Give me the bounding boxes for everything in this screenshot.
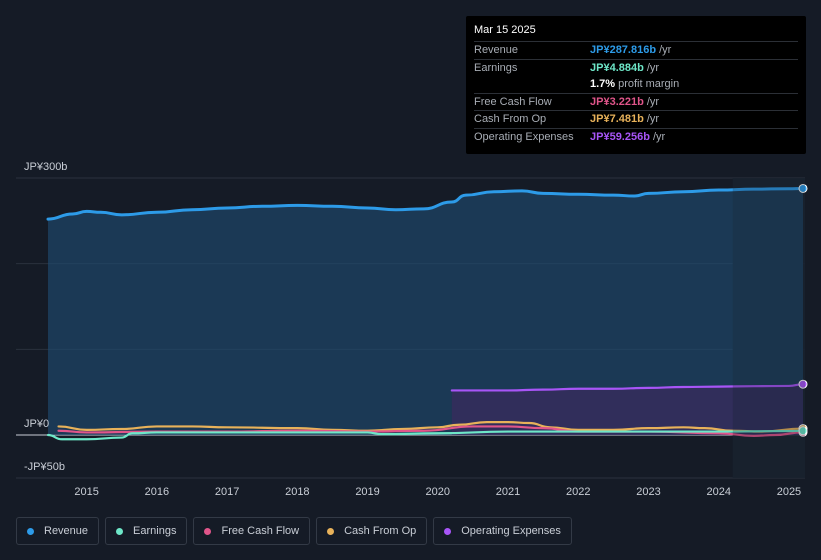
tooltip-row-label: Cash From Op [474,113,547,126]
revenue-area [48,188,803,435]
tooltip-row-unit: /yr [646,95,660,108]
operating-expenses-area [451,384,803,435]
x-tick-label: 2020 [426,486,450,498]
operating-expenses-end-marker [798,379,808,389]
tooltip-row-unit: profit margin [618,78,680,91]
tooltip-row-label: Operating Expenses [474,130,574,143]
tooltip-row-label: Free Cash Flow [474,95,552,108]
tooltip-row-value: JP¥7.481b [590,113,644,126]
x-tick-label: 2025 [777,486,801,498]
legend-dot-icon [27,527,34,535]
tooltip-row-value: JP¥3.221b [590,95,644,108]
tooltip-row-unit: /yr [646,61,660,74]
tooltip-row-value: JP¥59.256b [590,130,650,143]
y-tick-label: JP¥0 [24,418,49,430]
forecast-overlay [732,178,805,478]
tooltip-row: Free Cash Flow JP¥3.221b/yr [474,92,798,111]
tooltip-date: Mar 15 2025 [474,24,536,36]
legend-label: Operating Expenses [461,525,561,537]
tooltip-row: Earnings JP¥4.884b/yr [474,58,798,77]
x-tick-label: 2019 [355,486,379,498]
x-tick-label: 2022 [566,486,590,498]
tooltip-panel: Mar 15 2025 Revenue JP¥287.816b/yr Earning… [466,16,806,154]
legend-item-earnings[interactable]: Earnings [105,517,188,545]
x-tick-label: 2023 [636,486,660,498]
legend-dot-icon [327,527,335,535]
legend: Revenue Earnings Free Cash Flow Cash From O… [16,517,572,545]
revenue-line [46,186,805,221]
operating-expenses-line [450,383,805,392]
legend-dot-icon [116,527,124,535]
x-tick-label: 2015 [74,486,98,498]
x-tick-label: 2016 [145,486,169,498]
tooltip-row-value: JP¥287.816b [590,44,657,57]
x-tick-label: 2024 [706,486,730,498]
revenue-end-marker [798,183,808,193]
tooltip-row-unit: /yr [659,44,672,57]
tooltip-row-label: Earnings [474,61,518,74]
legend-label: Earnings [133,525,177,537]
x-tick-label: 2018 [285,486,309,498]
tooltip-row-label: Revenue [474,44,519,57]
legend-dot-icon [444,527,452,535]
legend-label: Revenue [44,525,89,537]
tooltip-row-value: JP¥4.884b [590,61,644,74]
cash-from-op-line [57,421,805,433]
tooltip-row: 1.7% profit margin [474,76,798,93]
legend-label: Free Cash Flow [221,525,300,537]
earnings-end-marker [798,426,808,436]
y-tick-label: JP¥300b [24,161,67,173]
x-tick-label: 2021 [496,486,520,498]
tooltip-row-unit: /yr [646,113,660,126]
chart-canvas: JP¥300b JP¥0 -JP¥50b 2015 2016 2017 2018 2019 20… [16,161,808,498]
legend-label: Cash From Op [344,525,417,537]
tooltip-row: Cash From Op JP¥7.481b/yr [474,110,798,128]
legend-item-revenue[interactable]: Revenue [16,517,100,545]
legend-item-free-cash-flow[interactable]: Free Cash Flow [193,517,311,545]
x-tick-label: 2017 [215,486,239,498]
tooltip-row-value: 1.7% [590,78,616,91]
tooltip-row: Revenue JP¥287.816b/yr [474,41,798,59]
legend-item-cash-from-op[interactable]: Cash From Op [316,517,428,545]
tooltip-row-unit: /yr [652,130,666,143]
legend-dot-icon [204,527,212,535]
earnings-line [46,429,805,441]
y-tick-label: -JP¥50b [24,461,65,473]
legend-item-operating-expenses[interactable]: Operating Expenses [433,517,572,545]
tooltip-row: Operating Expenses JP¥59.256b/yr [474,127,798,146]
